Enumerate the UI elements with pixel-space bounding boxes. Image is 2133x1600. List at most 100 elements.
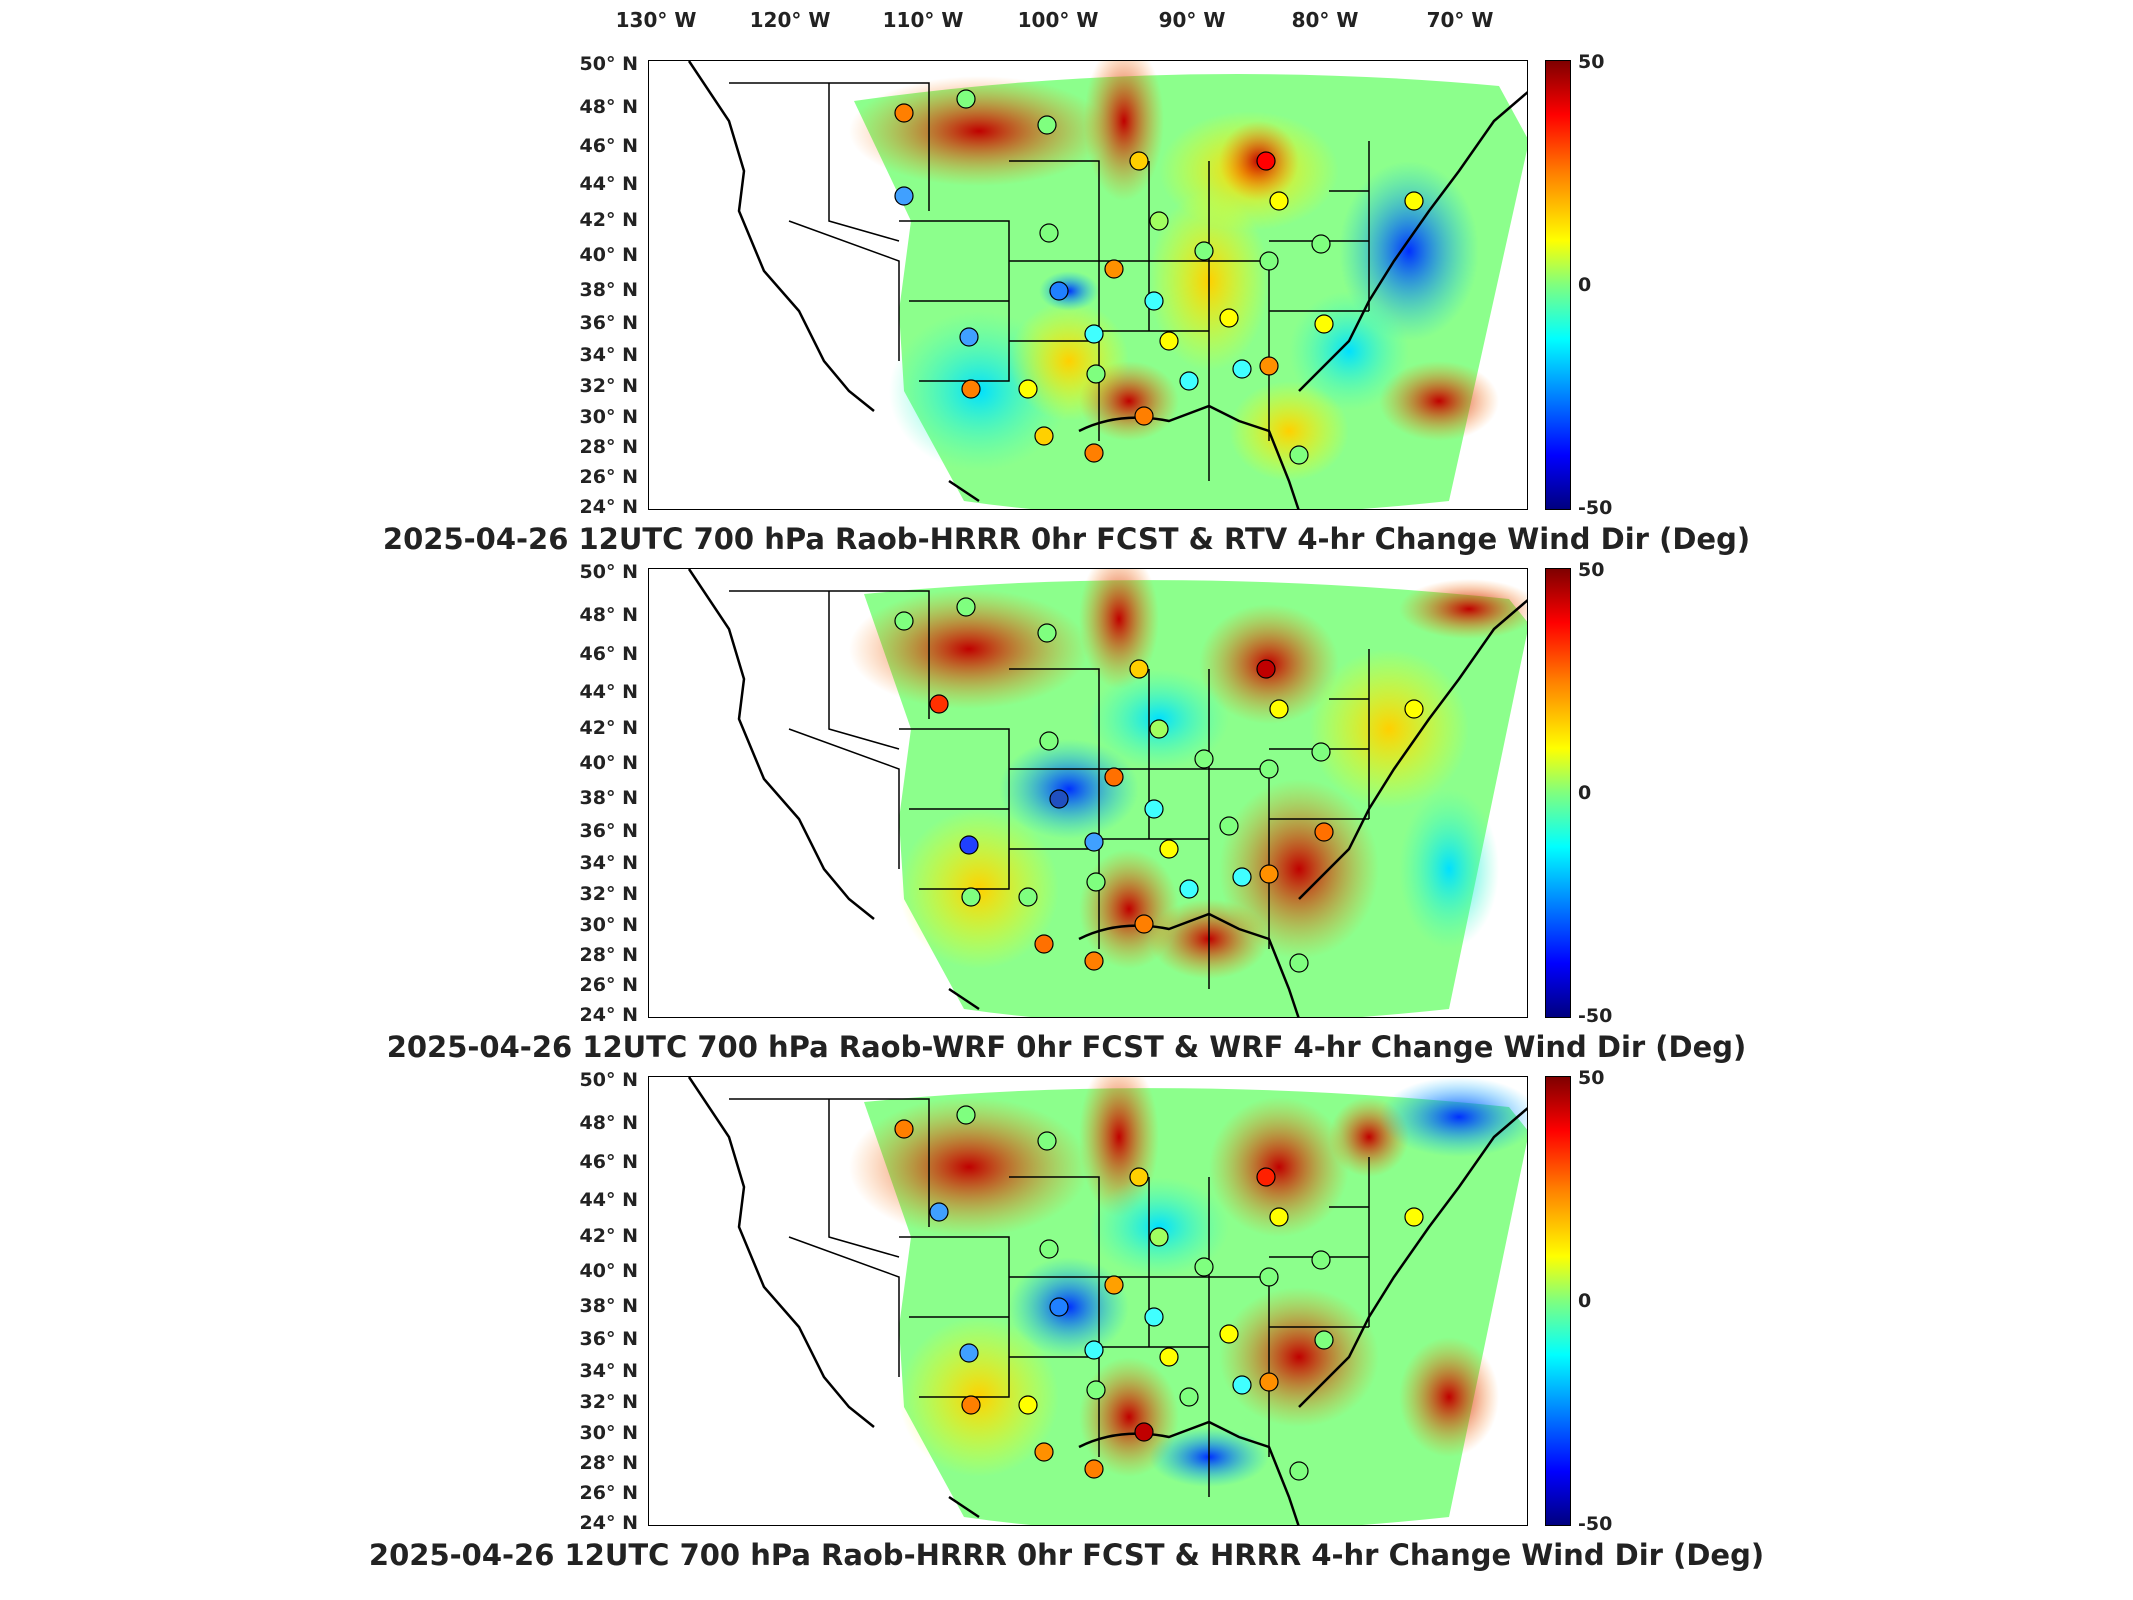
- raob-station: [1104, 1275, 1124, 1295]
- lat-label: 30° N: [579, 1422, 638, 1444]
- lat-label: 40° N: [579, 244, 638, 266]
- map-plot: [648, 1076, 1528, 1526]
- raob-station: [894, 1119, 914, 1139]
- lat-label: 34° N: [579, 1360, 638, 1382]
- map-svg: [687, 61, 1527, 509]
- raob-station: [894, 103, 914, 123]
- raob-station: [1404, 1207, 1424, 1227]
- raob-station: [1129, 151, 1149, 171]
- raob-station: [1034, 1442, 1054, 1462]
- colorbar-max-label: 50: [1578, 51, 1605, 73]
- raob-station: [1256, 151, 1276, 171]
- lat-label: 46° N: [579, 643, 638, 665]
- lat-label: 38° N: [579, 1295, 638, 1317]
- lon-label: 130° W: [615, 8, 697, 32]
- raob-station: [1256, 659, 1276, 679]
- coastline: [687, 1077, 1527, 1525]
- colorbar-min-label: -50: [1578, 1513, 1613, 1535]
- raob-station: [1289, 953, 1309, 973]
- coastline: [687, 61, 1527, 509]
- lat-label: 42° N: [579, 209, 638, 231]
- raob-station: [1034, 426, 1054, 446]
- colorbar-min-label: -50: [1578, 1005, 1613, 1027]
- raob-station: [1084, 1340, 1104, 1360]
- raob-station: [1269, 1207, 1289, 1227]
- raob-station: [956, 597, 976, 617]
- raob-station: [1037, 115, 1057, 135]
- raob-station: [1314, 822, 1334, 842]
- lat-label: 36° N: [579, 312, 638, 334]
- lat-label: 44° N: [579, 681, 638, 703]
- raob-station: [1049, 789, 1069, 809]
- lat-label: 24° N: [579, 1004, 638, 1026]
- raob-station: [1018, 887, 1038, 907]
- lon-label: 110° W: [882, 8, 964, 32]
- lat-label: 46° N: [579, 1151, 638, 1173]
- lat-label: 26° N: [579, 1482, 638, 1504]
- raob-station: [1039, 1239, 1059, 1259]
- longitude-axis: 130° W 120° W 110° W 100° W 90° W 80° W …: [0, 0, 2133, 50]
- raob-station: [961, 379, 981, 399]
- raob-station: [1311, 742, 1331, 762]
- raob-station: [1084, 832, 1104, 852]
- raob-station: [1104, 259, 1124, 279]
- raob-station: [1104, 767, 1124, 787]
- raob-station: [1289, 445, 1309, 465]
- raob-station: [1037, 623, 1057, 643]
- raob-station: [1219, 816, 1239, 836]
- colorbar-max-label: 50: [1578, 1067, 1605, 1089]
- lat-label: 30° N: [579, 406, 638, 428]
- lat-label: 32° N: [579, 1391, 638, 1413]
- lon-label: 70° W: [1426, 8, 1494, 32]
- raob-station: [929, 694, 949, 714]
- lat-label: 50° N: [579, 53, 638, 75]
- lat-label: 40° N: [579, 752, 638, 774]
- lat-label: 30° N: [579, 914, 638, 936]
- raob-station: [1311, 234, 1331, 254]
- raob-station: [959, 835, 979, 855]
- lon-label: 80° W: [1291, 8, 1359, 32]
- raob-station: [1259, 759, 1279, 779]
- raob-station: [1039, 223, 1059, 243]
- lat-label: 32° N: [579, 375, 638, 397]
- raob-station: [1084, 324, 1104, 344]
- raob-station: [1232, 867, 1252, 887]
- lat-label: 36° N: [579, 1328, 638, 1350]
- raob-station: [1086, 1380, 1106, 1400]
- lat-label: 42° N: [579, 717, 638, 739]
- raob-station: [1144, 1307, 1164, 1327]
- raob-station: [959, 1343, 979, 1363]
- raob-station: [1256, 1167, 1276, 1187]
- lat-label: 36° N: [579, 820, 638, 842]
- raob-station: [1149, 211, 1169, 231]
- raob-station: [956, 1105, 976, 1125]
- colorbar: [1545, 568, 1571, 1018]
- raob-station: [1129, 1167, 1149, 1187]
- raob-station: [1219, 1324, 1239, 1344]
- raob-station: [1084, 951, 1104, 971]
- raob-station: [894, 186, 914, 206]
- lat-label: 24° N: [579, 1512, 638, 1534]
- lat-label: 44° N: [579, 1189, 638, 1211]
- map-plot: [648, 60, 1528, 510]
- coastline: [687, 569, 1527, 1017]
- lat-label: 34° N: [579, 344, 638, 366]
- raob-station: [1159, 1347, 1179, 1367]
- raob-station: [1269, 699, 1289, 719]
- raob-station: [1404, 191, 1424, 211]
- lon-label: 100° W: [1017, 8, 1099, 32]
- raob-station: [1232, 359, 1252, 379]
- raob-station: [1149, 719, 1169, 739]
- panel-title: 2025-04-26 12UTC 700 hPa Raob-HRRR 0hr F…: [368, 1538, 1765, 1572]
- lat-label: 38° N: [579, 787, 638, 809]
- raob-station: [1194, 1257, 1214, 1277]
- raob-station: [1034, 934, 1054, 954]
- raob-station: [956, 89, 976, 109]
- raob-station: [1194, 241, 1214, 261]
- raob-station: [1159, 331, 1179, 351]
- lat-label: 26° N: [579, 974, 638, 996]
- colorbar-mid-label: 0: [1578, 274, 1592, 296]
- colorbar: [1545, 60, 1571, 510]
- raob-station: [1086, 364, 1106, 384]
- raob-station: [1144, 799, 1164, 819]
